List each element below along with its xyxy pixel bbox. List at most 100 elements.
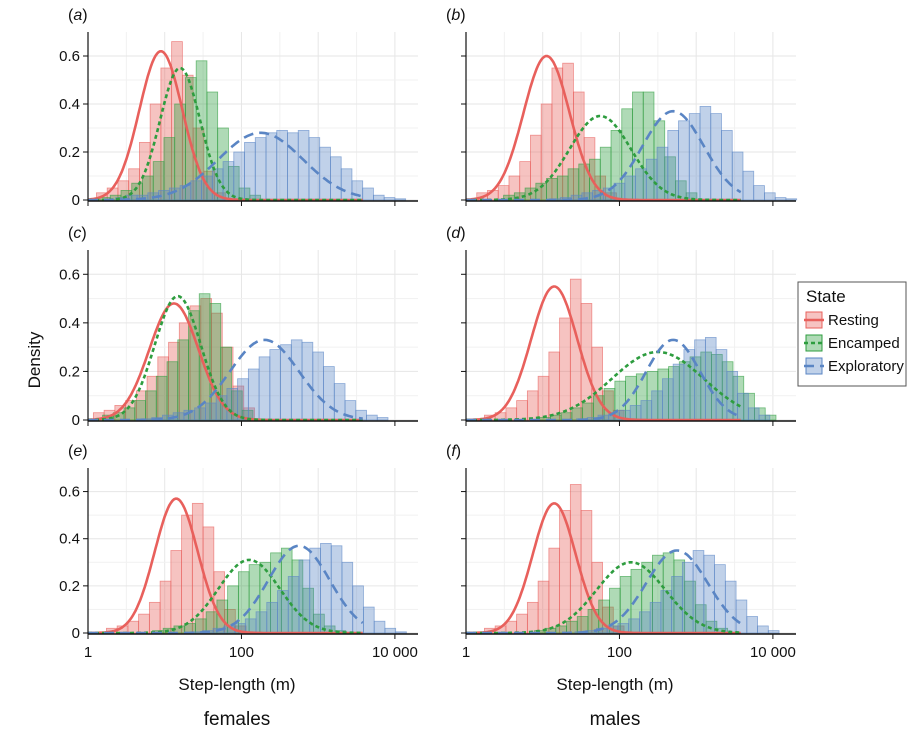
panel-tag: (b) xyxy=(446,7,466,24)
density-curve-exploratory xyxy=(88,338,363,422)
density-curve-encamped xyxy=(88,294,363,422)
bar-exploratory xyxy=(280,344,292,421)
bar-exploratory xyxy=(383,197,396,201)
panel-c: 0 0.2 0.4 0.6 (c) xyxy=(59,225,418,429)
bar-exploratory xyxy=(319,146,331,201)
bars-exploratory xyxy=(115,129,407,201)
y-tick-label: 0.6 xyxy=(59,484,80,501)
bar-exploratory xyxy=(662,378,674,421)
bar-exploratory xyxy=(298,559,311,634)
bar-resting xyxy=(181,514,193,634)
bar-exploratory xyxy=(384,627,397,634)
bar-resting xyxy=(170,550,183,634)
bar-encamped xyxy=(556,175,569,201)
density-curve-exploratory xyxy=(88,131,363,202)
bar-exploratory xyxy=(747,407,760,421)
bar-exploratory xyxy=(351,180,364,201)
bar-exploratory xyxy=(255,611,268,634)
x-tick-label: 1 xyxy=(84,644,92,661)
bar-exploratory xyxy=(629,405,642,421)
density-curve-exploratory xyxy=(466,549,742,635)
density-curve-encamped xyxy=(88,558,363,635)
bar-exploratory xyxy=(785,198,798,201)
bar-resting xyxy=(505,620,518,634)
y-tick-label: 0.4 xyxy=(59,96,80,113)
density-curve-exploratory xyxy=(466,109,742,202)
density-curve-exploratory xyxy=(88,544,364,635)
panel-grid: 00.20.40.6(a) (b)00.20.40.6(c) (d)00.20.40… xyxy=(59,7,798,661)
bar-resting xyxy=(548,547,561,634)
bar-resting xyxy=(127,620,140,634)
bar-exploratory xyxy=(297,129,310,201)
legend-label-exploratory: Exploratory xyxy=(828,358,904,375)
bar-exploratory xyxy=(635,168,647,201)
bar-exploratory xyxy=(254,137,267,201)
bar-resting xyxy=(516,613,528,634)
bar-exploratory xyxy=(667,129,679,201)
panel-b: (b) xyxy=(446,7,798,206)
bar-exploratory xyxy=(258,356,271,421)
bar-exploratory xyxy=(672,363,685,421)
panel-e: 0 0.2 0.4 0.6 1 100 10 000 (e) xyxy=(59,443,418,661)
bar-exploratory xyxy=(737,392,749,421)
bar-exploratory xyxy=(244,141,256,201)
y-tick-label: 0.4 xyxy=(59,315,80,332)
bar-exploratory xyxy=(301,341,314,421)
bar-exploratory xyxy=(639,611,651,634)
bar-resting xyxy=(548,351,561,421)
y-tick-label: 0.2 xyxy=(59,144,80,161)
bar-exploratory xyxy=(287,132,299,201)
y-tick-label: 0 xyxy=(72,625,80,642)
column-title-females: females xyxy=(204,709,271,730)
bar-exploratory xyxy=(774,197,787,201)
bar-resting xyxy=(526,601,539,634)
panel-tag: (d) xyxy=(446,225,466,242)
bar-resting xyxy=(526,390,539,421)
y-tick-label: 0.2 xyxy=(59,578,80,595)
bar-resting xyxy=(138,613,150,634)
density-curve-exploratory xyxy=(466,338,742,422)
bar-exploratory xyxy=(233,151,245,201)
density-curve-encamped xyxy=(466,561,741,635)
bar-exploratory xyxy=(678,120,690,201)
bar-exploratory xyxy=(692,550,705,634)
legend-box xyxy=(797,281,907,387)
bar-exploratory xyxy=(651,390,663,421)
bar-resting xyxy=(516,400,528,421)
bar-exploratory xyxy=(290,339,303,421)
bar-encamped xyxy=(571,407,584,421)
bar-exploratory xyxy=(362,187,374,201)
x-tick-label: 10 000 xyxy=(750,644,796,661)
bar-exploratory xyxy=(194,407,206,421)
panel-f: 1 100 10 000 (f) xyxy=(446,443,796,661)
x-tick-label: 100 xyxy=(229,644,254,661)
bar-exploratory xyxy=(373,194,385,201)
x-tick-label: 100 xyxy=(607,644,632,661)
bar-exploratory xyxy=(742,170,755,201)
bar-encamped xyxy=(166,361,179,421)
bar-exploratory xyxy=(731,151,744,201)
bar-exploratory xyxy=(640,400,653,421)
bar-exploratory xyxy=(395,631,407,634)
bar-exploratory xyxy=(204,402,217,421)
bar-exploratory xyxy=(266,601,278,634)
bar-exploratory xyxy=(628,618,640,634)
bar-exploratory xyxy=(753,185,765,201)
x-tick-label: 1 xyxy=(462,644,470,661)
y-tick-label: 0.6 xyxy=(59,266,80,283)
panel-a: 0 0.2 0.4 0.6 (a) xyxy=(59,7,418,209)
bar-exploratory xyxy=(624,175,636,201)
bar-exploratory xyxy=(366,414,378,421)
bar-encamped xyxy=(155,375,168,421)
bar-exploratory xyxy=(237,378,249,421)
y-tick-label: 0.4 xyxy=(59,531,80,548)
legend-label-resting: Resting xyxy=(828,312,879,329)
bar-encamped xyxy=(177,339,189,421)
bar-exploratory xyxy=(244,618,257,634)
legend-label-encamped: Encamped xyxy=(828,335,900,352)
bar-exploratory xyxy=(735,599,748,634)
panel-tag: (e) xyxy=(68,443,88,460)
bar-exploratory xyxy=(190,180,202,201)
density-curve-resting xyxy=(88,497,363,635)
y-tick-label: 0.6 xyxy=(59,48,80,65)
